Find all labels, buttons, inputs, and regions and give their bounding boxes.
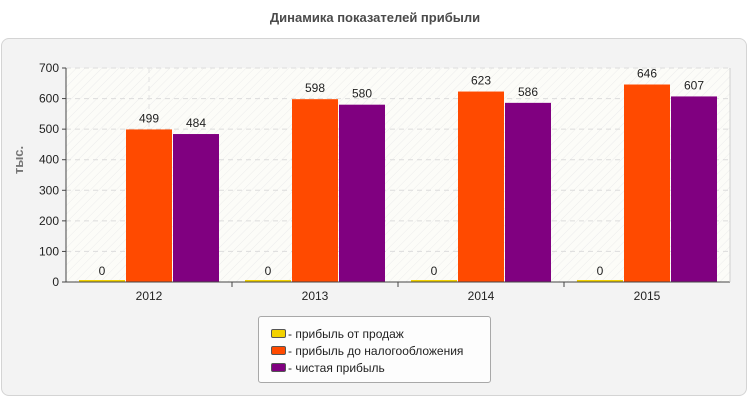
bar (79, 280, 125, 282)
bar (339, 104, 385, 282)
bar-value-label: 580 (352, 87, 372, 101)
x-tick-label: 2015 (634, 289, 661, 303)
bar-value-label: 623 (471, 74, 491, 88)
legend-swatch-net (271, 363, 286, 372)
y-tick-label: 0 (52, 275, 59, 289)
bar (173, 134, 219, 282)
y-tick-label: 200 (39, 214, 59, 228)
legend-label: - прибыль от продаж (288, 326, 404, 341)
y-tick-label: 100 (39, 244, 59, 258)
bar-value-label: 499 (139, 111, 159, 125)
x-tick-label: 2013 (302, 289, 329, 303)
labels: 0 100 200 300 400 500 600 700 0 499 484 2012 0 598 580… (39, 61, 704, 303)
y-tick-label: 400 (39, 153, 59, 167)
bar-value-label: 0 (99, 264, 106, 278)
y-tick-label: 600 (39, 92, 59, 106)
legend-label: - прибыль до налогообложения (288, 343, 464, 358)
y-tick-label: 500 (39, 122, 59, 136)
bar-value-label: 607 (684, 78, 704, 92)
y-axis-label: тыс. (11, 146, 26, 174)
bars (79, 84, 717, 282)
legend: - прибыль от продаж - прибыль до налогоо… (258, 316, 491, 383)
legend-swatch-sales (271, 329, 286, 338)
bar-value-label: 0 (265, 264, 272, 278)
chart-title: Динамика показателей прибыли (269, 10, 481, 25)
bar (577, 280, 623, 282)
y-tick-label: 700 (39, 61, 59, 75)
y-tick-label: 300 (39, 183, 59, 197)
x-tick-label: 2014 (468, 289, 495, 303)
bar (292, 99, 338, 282)
bar-value-label: 0 (597, 264, 604, 278)
legend-label: - чистая прибыль (288, 360, 385, 375)
bar (411, 280, 457, 282)
bar-value-label: 586 (518, 85, 538, 99)
bar (505, 102, 551, 282)
bar (624, 84, 670, 282)
x-tick-label: 2012 (136, 289, 163, 303)
bar-value-label: 598 (305, 81, 325, 95)
axes (62, 67, 731, 287)
bar (245, 280, 291, 282)
bar (458, 91, 504, 282)
legend-item: - прибыль от продаж (259, 325, 490, 342)
legend-swatch-pretax (271, 346, 286, 355)
bar-value-label: 0 (431, 264, 438, 278)
legend-item: - чистая прибыль (259, 359, 490, 376)
bar-value-label: 646 (637, 67, 657, 81)
bar (671, 96, 717, 282)
bar-value-label: 484 (186, 116, 206, 130)
legend-item: - прибыль до налогообложения (259, 342, 490, 359)
bar (126, 129, 172, 282)
